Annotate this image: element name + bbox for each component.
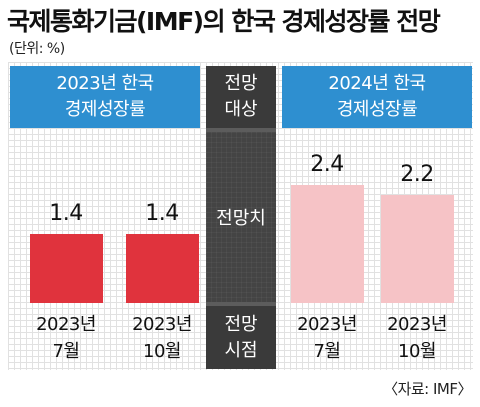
forecast-year: 2023년	[387, 314, 447, 335]
forecast-time-label: 2023년 7월	[272, 311, 382, 365]
forecast-year: 2023년	[297, 314, 357, 335]
source-note: 〈자료: IMF〉	[383, 380, 472, 398]
header-2024-line2: 경제성장률	[336, 99, 418, 120]
forecast-month: 10월	[143, 341, 181, 362]
forecast-month: 10월	[398, 341, 436, 362]
middle-header-line2: 대상	[224, 99, 258, 120]
forecast-year: 2023년	[36, 314, 96, 335]
bar-2023-oct	[125, 234, 199, 303]
middle-header-line1: 전망	[224, 73, 258, 94]
bar-value-label: 2.2	[400, 162, 434, 188]
header-2024: 2024년 한국 경제성장률	[282, 66, 472, 128]
bar-value-label: 1.4	[145, 201, 179, 227]
middle-value-text: 전망치	[216, 208, 266, 229]
middle-header: 전망 대상	[206, 66, 276, 128]
forecast-time-label: 2023년 10월	[362, 311, 472, 365]
bar-2023-jul	[29, 234, 103, 303]
bar-2024-jul	[290, 185, 364, 303]
middle-time-line2: 시점	[224, 339, 258, 361]
bar-2024-oct	[380, 195, 454, 303]
middle-time-line1: 전망	[224, 313, 258, 335]
forecast-year: 2023년	[132, 314, 192, 335]
header-2023: 2023년 한국 경제성장률	[10, 66, 200, 128]
forecast-month: 7월	[313, 341, 341, 362]
chart-title: 국제통화기금(IMF)의 한국 경제성장률 전망	[7, 7, 441, 36]
header-2023-line1: 2023년 한국	[56, 73, 154, 94]
header-2024-line1: 2024년 한국	[328, 73, 426, 94]
bar-value-label: 2.4	[310, 152, 344, 178]
forecast-time-label: 2023년 7월	[11, 311, 121, 365]
middle-column: 전망 대상 전망치 전망 시점	[206, 66, 276, 369]
forecast-month: 7월	[52, 341, 80, 362]
forecast-time-label: 2023년 10월	[107, 311, 217, 365]
unit-label: (단위: %)	[9, 41, 65, 57]
header-2023-line2: 경제성장률	[64, 99, 146, 120]
middle-time-label: 전망 시점	[206, 306, 276, 369]
middle-value-label: 전망치	[206, 132, 276, 302]
bar-value-label: 1.4	[49, 201, 83, 227]
